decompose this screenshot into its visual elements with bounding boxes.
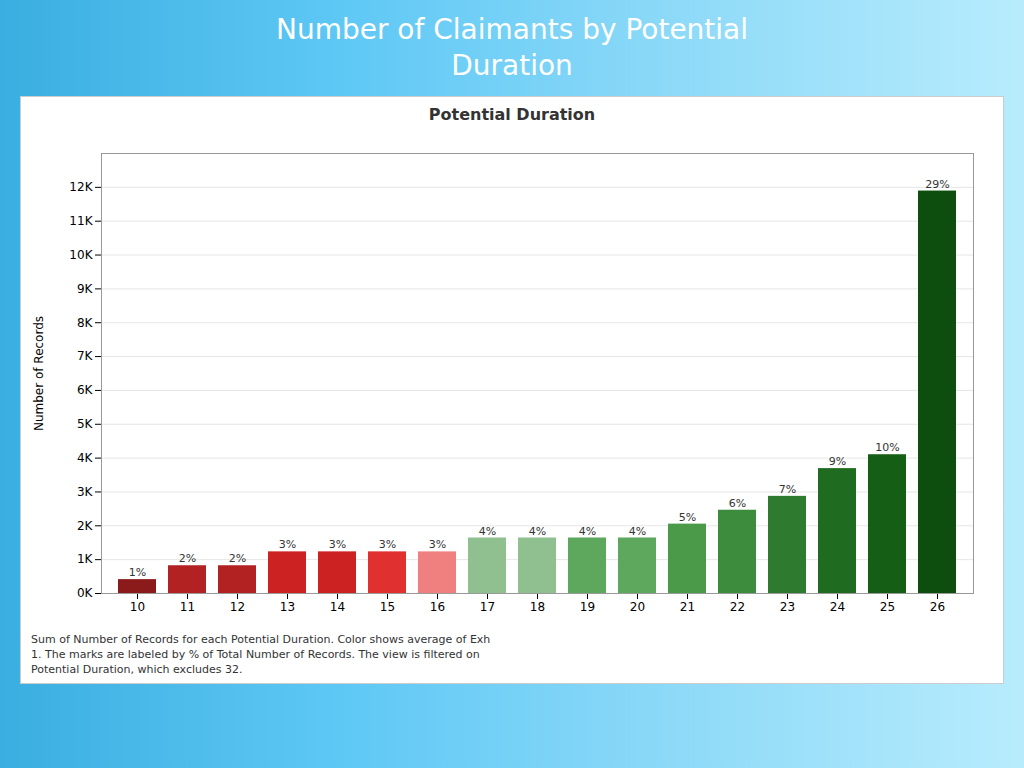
svg-text:2%: 2% <box>229 552 246 565</box>
svg-text:26: 26 <box>930 600 945 614</box>
html-text:Number of Claimants by Potenti: Number of Claimants by Potential Duratio… <box>276 13 748 82</box>
svg-text:6K: 6K <box>77 383 94 397</box>
svg-text:5%: 5% <box>679 511 696 524</box>
svg-text:3%: 3% <box>279 538 296 551</box>
svg-text:1%: 1% <box>129 566 146 579</box>
html-text:Sum of Number of Records for e: Sum of Number of Records for each Potent… <box>31 633 491 676</box>
svg-text:9K: 9K <box>77 282 94 296</box>
svg-text:3%: 3% <box>329 538 346 551</box>
svg-text:0K: 0K <box>77 586 94 600</box>
svg-text:3%: 3% <box>429 538 446 551</box>
svg-text:2K: 2K <box>77 519 94 533</box>
svg-text:10%: 10% <box>875 441 899 454</box>
svg-text:7%: 7% <box>779 483 796 496</box>
svg-text:29%: 29% <box>925 178 949 191</box>
html-text:Potential Duration: Potential Duration <box>428 105 596 124</box>
svg-text:6%: 6% <box>729 497 746 510</box>
svg-text:4%: 4% <box>479 525 496 538</box>
svg-text:13: 13 <box>280 600 295 614</box>
svg-text:10K: 10K <box>69 248 93 262</box>
svg-text:11K: 11K <box>69 214 93 228</box>
svg-text:25: 25 <box>880 600 895 614</box>
svg-text:4%: 4% <box>579 525 596 538</box>
svg-text:18: 18 <box>530 600 545 614</box>
svg-text:4%: 4% <box>629 525 646 538</box>
svg-text:22: 22 <box>730 600 745 614</box>
svg-text:12K: 12K <box>69 180 93 194</box>
svg-text:7K: 7K <box>77 349 94 363</box>
svg-text:12: 12 <box>230 600 245 614</box>
svg-text:23: 23 <box>780 600 795 614</box>
svg-text:4%: 4% <box>529 525 546 538</box>
svg-text:4K: 4K <box>77 451 94 465</box>
svg-text:20: 20 <box>630 600 645 614</box>
svg-text:5K: 5K <box>77 417 94 431</box>
svg-text:24: 24 <box>830 600 845 614</box>
svg-text:Number of Records: Number of Records <box>32 316 46 431</box>
svg-text:11: 11 <box>180 600 195 614</box>
svg-text:9%: 9% <box>829 455 846 468</box>
svg-text:8K: 8K <box>77 316 94 330</box>
svg-text:19: 19 <box>580 600 595 614</box>
svg-text:1K: 1K <box>77 552 94 566</box>
svg-text:3%: 3% <box>379 538 396 551</box>
svg-text:21: 21 <box>680 600 695 614</box>
svg-text:17: 17 <box>480 600 495 614</box>
svg-text:15: 15 <box>380 600 395 614</box>
svg-text:2%: 2% <box>179 552 196 565</box>
svg-text:16: 16 <box>430 600 445 614</box>
svg-text:14: 14 <box>330 600 345 614</box>
svg-text:10: 10 <box>130 600 145 614</box>
svg-text:3K: 3K <box>77 485 94 499</box>
